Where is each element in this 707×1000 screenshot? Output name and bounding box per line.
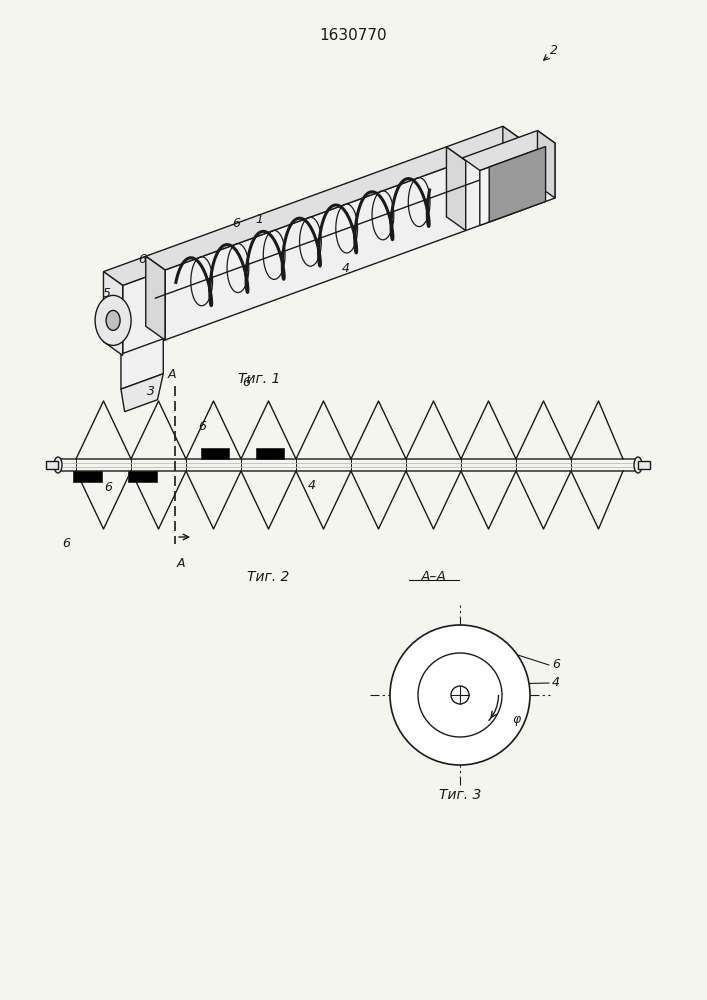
Text: A: A [168,368,176,381]
Circle shape [418,653,502,737]
Polygon shape [489,146,546,222]
Polygon shape [103,272,123,355]
Bar [73,471,102,482]
Text: A: A [177,557,185,570]
Polygon shape [146,147,466,270]
Polygon shape [446,126,522,161]
Ellipse shape [54,457,62,473]
Polygon shape [123,270,165,355]
Text: 3: 3 [147,385,156,398]
Text: A–A: A–A [421,570,447,584]
Polygon shape [503,126,522,210]
Text: 6: 6 [105,481,112,494]
Text: 6: 6 [62,537,70,550]
Polygon shape [466,140,522,231]
Text: 6: 6 [139,253,146,266]
Ellipse shape [106,310,120,330]
Polygon shape [480,143,555,225]
Text: 2: 2 [550,44,559,57]
Polygon shape [446,147,466,231]
Text: 4: 4 [552,676,560,690]
Text: 1: 1 [256,213,264,226]
Text: 6: 6 [552,658,560,672]
Polygon shape [121,374,163,412]
Circle shape [451,686,469,704]
Polygon shape [462,131,555,170]
Ellipse shape [634,457,642,473]
Text: 6: 6 [243,376,250,389]
Text: Τиг. 1: Τиг. 1 [238,372,281,386]
Text: Τиг. 2: Τиг. 2 [247,570,290,584]
Polygon shape [121,339,163,389]
FancyBboxPatch shape [58,459,638,471]
Bar [201,448,229,459]
Bar [46,461,58,469]
Text: 4: 4 [308,479,316,492]
Text: Τиг. 3: Τиг. 3 [439,788,481,802]
Text: 1630770: 1630770 [319,28,387,43]
Polygon shape [165,161,466,340]
Text: 4: 4 [341,262,349,275]
Text: 6: 6 [199,420,206,433]
Circle shape [390,625,530,765]
Polygon shape [146,256,165,340]
Text: 5: 5 [103,287,111,300]
Text: 6: 6 [233,217,240,230]
Polygon shape [537,131,555,198]
Text: φ: φ [513,713,521,726]
Bar [638,461,650,469]
Ellipse shape [95,295,131,345]
Bar [128,471,157,482]
Polygon shape [103,256,165,285]
Bar [256,448,284,459]
